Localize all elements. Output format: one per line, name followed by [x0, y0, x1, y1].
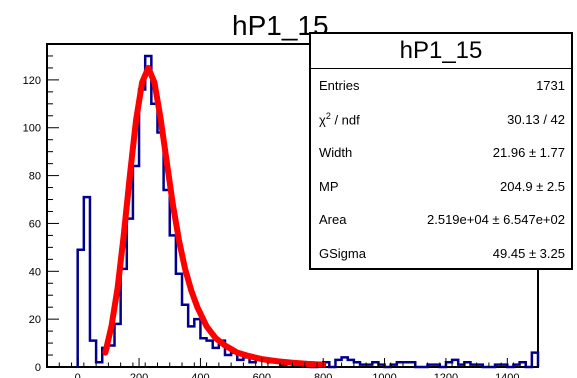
stats-box: hP1_15 Entries 1731 χ2 / ndf 30.13 / 42 …: [309, 32, 573, 270]
stats-row-entries: Entries 1731: [311, 69, 571, 103]
x-tick-label: 600: [253, 372, 271, 378]
x-tick-label: 800: [314, 372, 332, 378]
stats-label-chi2: χ2 / ndf: [319, 111, 360, 128]
fit-curve: [102, 64, 327, 368]
stats-value-mp: 204.9 ± 2.5: [500, 178, 565, 194]
stats-row-width: Width 21.96 ± 1.77: [311, 136, 571, 170]
y-tick-label: 0: [35, 362, 41, 374]
x-tick-label: 200: [130, 372, 148, 378]
x-tick-label: 1200: [434, 372, 458, 378]
stats-value-gsigma: 49.45 ± 3.25: [492, 245, 565, 261]
stats-row-chi2: χ2 / ndf 30.13 / 42: [311, 103, 571, 137]
y-tick-label: 120: [23, 75, 41, 87]
y-tick-label: 20: [29, 314, 41, 326]
stats-label-entries: Entries: [319, 78, 360, 94]
y-tick-label: 80: [29, 171, 41, 183]
x-tick-label: 400: [191, 372, 209, 378]
x-tick-label: 1000: [372, 372, 396, 378]
stats-label-mp: MP: [319, 178, 339, 194]
y-tick-label: 40: [29, 266, 41, 278]
stats-row-mp: MP 204.9 ± 2.5: [311, 170, 571, 204]
stats-title: hP1_15: [311, 34, 571, 69]
stats-label-width: Width: [319, 145, 353, 161]
y-tick-label: 60: [29, 218, 41, 230]
x-tick-label: 0: [75, 372, 81, 378]
fit-layer: [102, 64, 327, 368]
stats-value-entries: 1731: [536, 78, 565, 94]
x-tick-label: 1400: [495, 372, 519, 378]
stats-value-area: 2.519e+04 ± 6.547e+02: [427, 212, 565, 228]
stats-row-gsigma: GSigma 49.45 ± 3.25: [311, 237, 571, 271]
stats-value-width: 21.96 ± 1.77: [492, 145, 565, 161]
stats-value-chi2: 30.13 / 42: [507, 111, 565, 127]
stats-label-area: Area: [319, 212, 347, 228]
y-tick-label: 100: [23, 123, 41, 135]
stats-label-gsigma: GSigma: [319, 245, 366, 261]
stats-row-area: Area 2.519e+04 ± 6.547e+02: [311, 203, 571, 237]
